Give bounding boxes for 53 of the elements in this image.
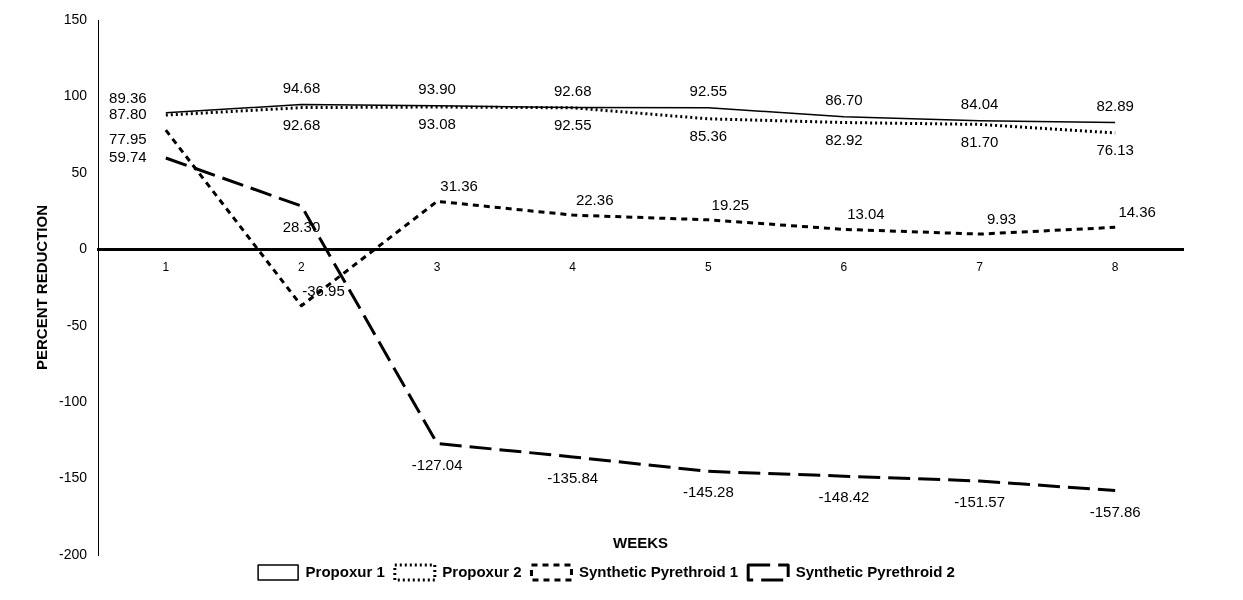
data-label: -145.28 xyxy=(682,483,734,501)
data-label: 31.36 xyxy=(440,177,478,195)
data-label: -127.04 xyxy=(411,455,463,473)
data-label: -36.95 xyxy=(302,281,345,299)
x-tick-label: 8 xyxy=(1111,259,1119,274)
data-label: 77.95 xyxy=(109,130,147,148)
data-label: 85.36 xyxy=(689,126,728,144)
data-label: 76.13 xyxy=(1096,141,1134,159)
y-tick-label: -50 xyxy=(66,316,88,333)
data-label: 86.70 xyxy=(825,90,863,108)
x-tick-label: 3 xyxy=(433,259,441,274)
data-label: -135.84 xyxy=(547,469,599,487)
legend-label: Propoxur 1 xyxy=(305,562,385,580)
data-label: -148.42 xyxy=(818,488,870,506)
data-label: 89.36 xyxy=(109,88,147,106)
x-tick-label: 2 xyxy=(298,259,306,274)
legend-label: Synthetic Pyrethroid 1 xyxy=(578,562,739,580)
data-label: 81.70 xyxy=(960,132,999,150)
x-tick-label: 4 xyxy=(569,259,577,274)
y-tick-label: 0 xyxy=(79,240,88,257)
data-label: 9.93 xyxy=(986,210,1017,228)
data-label: -157.86 xyxy=(1089,502,1141,520)
data-label: -151.57 xyxy=(954,493,1005,511)
data-label: 82.89 xyxy=(1096,96,1134,114)
data-label: 92.68 xyxy=(282,115,321,133)
data-label: 94.68 xyxy=(282,78,321,96)
data-label: 92.68 xyxy=(553,81,592,99)
data-label: 93.08 xyxy=(418,115,456,133)
x-tick-label: 5 xyxy=(704,259,712,274)
y-tick-label: 150 xyxy=(63,10,88,27)
data-label: 19.25 xyxy=(711,196,750,213)
x-tick-label: 7 xyxy=(976,259,984,274)
data-label: 59.74 xyxy=(109,148,147,166)
y-tick-label: 100 xyxy=(63,87,88,104)
y-tick-label: -100 xyxy=(58,393,88,409)
x-tick-label: 1 xyxy=(162,259,170,274)
y-axis-title: PERCENT REDUCTION xyxy=(33,204,51,371)
y-tick-label: 50 xyxy=(71,163,88,180)
legend-label: Synthetic Pyrethroid 2 xyxy=(795,562,955,580)
x-tick-label: 6 xyxy=(840,259,848,274)
x-axis-title: WEEKS xyxy=(613,533,669,551)
data-label: 22.36 xyxy=(575,191,614,209)
data-label: 93.90 xyxy=(418,79,456,97)
legend-label: Propoxur 2 xyxy=(442,562,522,580)
data-label: 13.04 xyxy=(847,205,885,223)
data-label: 82.92 xyxy=(825,130,863,148)
data-label: 87.80 xyxy=(109,105,147,123)
data-label: 14.36 xyxy=(1118,203,1156,221)
data-label: 92.55 xyxy=(689,81,728,99)
y-tick-label: -200 xyxy=(58,545,88,562)
data-label: 92.55 xyxy=(553,115,592,133)
y-tick-label: -150 xyxy=(58,469,88,486)
data-label: 84.04 xyxy=(960,94,999,112)
